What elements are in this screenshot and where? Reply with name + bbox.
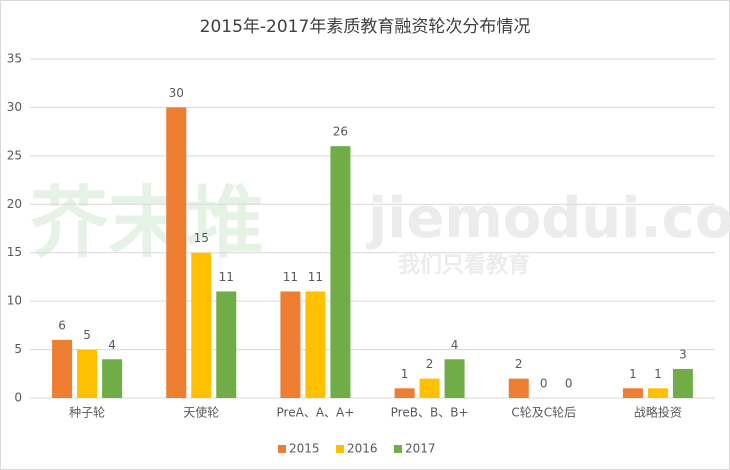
bar [508,378,529,398]
data-label: 2 [426,357,434,371]
data-label: 6 [58,318,66,332]
bar [647,388,668,398]
x-tick-label: C轮及C轮后 [511,406,576,420]
bar [394,388,415,398]
x-tick-label: 种子轮 [69,406,105,420]
x-tick-label: 天使轮 [183,405,219,420]
legend-swatch [336,445,344,453]
chart-title: 2015年-2017年素质教育融资轮次分布情况 [200,17,531,37]
x-tick-label: 战略投资 [634,405,682,420]
y-tick-label: 20 [7,197,22,211]
data-label: 11 [219,270,234,284]
bar [216,291,237,398]
data-label: 0 [565,377,573,391]
bar [622,388,643,398]
data-label: 2 [515,357,523,371]
data-label: 1 [401,367,409,381]
bar [52,339,73,398]
bar [166,107,187,398]
data-label: 4 [108,338,116,352]
bar [280,291,301,398]
data-label: 0 [540,377,548,391]
y-tick-label: 25 [7,148,22,162]
data-label: 30 [169,86,184,100]
data-label: 1 [654,367,662,381]
data-label: 11 [283,270,298,284]
legend-label: 2016 [347,442,378,456]
bar [102,359,123,398]
watermark: 我们只看教育 [398,252,530,278]
legend-swatch [394,445,402,453]
data-label: 15 [194,231,209,245]
x-tick-label: PreA、A、A+ [277,406,355,420]
data-label: 11 [308,270,323,284]
data-label: 5 [83,328,91,342]
y-tick-label: 35 [7,52,22,66]
y-tick-label: 5 [14,342,22,356]
y-tick-label: 30 [7,100,22,114]
y-tick-label: 10 [7,294,22,308]
bar [77,349,98,398]
legend-swatch [278,445,286,453]
y-tick-label: 15 [7,245,22,259]
watermark: 芥末堆 [30,178,264,268]
bar [444,359,465,398]
bar [672,368,693,398]
y-tick-label: 0 [14,391,22,405]
data-label: 4 [451,338,459,352]
bar [419,378,440,398]
watermark: jiemodui.com [366,186,730,251]
data-label: 1 [629,367,637,381]
bar [305,291,326,398]
bar [330,146,351,398]
data-label: 3 [679,347,687,361]
legend-label: 2017 [405,442,436,456]
legend-label: 2015 [289,442,320,456]
data-label: 26 [333,125,348,139]
bar [191,252,212,398]
x-tick-label: PreB、B、B+ [391,406,469,420]
